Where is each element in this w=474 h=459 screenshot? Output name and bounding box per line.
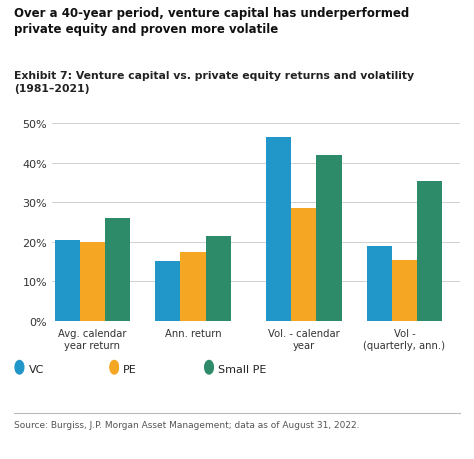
Text: PE: PE [123, 364, 137, 375]
Bar [105, 218, 130, 321]
Bar [80, 242, 105, 321]
Text: VC: VC [28, 364, 44, 375]
Bar [291, 209, 316, 321]
Bar [55, 241, 80, 321]
Text: Source: Burgiss, J.P. Morgan Asset Management; data as of August 31, 2022.: Source: Burgiss, J.P. Morgan Asset Manag… [14, 420, 360, 429]
Bar [316, 156, 341, 321]
Bar [417, 181, 442, 321]
Text: Exhibit 7: Venture capital vs. private equity returns and volatility
(1981–2021): Exhibit 7: Venture capital vs. private e… [14, 71, 414, 94]
Bar [367, 246, 392, 321]
Bar [206, 236, 231, 321]
Bar [155, 261, 181, 321]
Bar [266, 138, 291, 321]
Bar [181, 252, 206, 321]
Text: Over a 40-year period, venture capital has underperformed
private equity and pro: Over a 40-year period, venture capital h… [14, 7, 410, 36]
Text: Small PE: Small PE [218, 364, 266, 375]
Bar [392, 260, 417, 321]
Circle shape [15, 361, 24, 374]
Circle shape [205, 361, 213, 374]
Circle shape [110, 361, 118, 374]
